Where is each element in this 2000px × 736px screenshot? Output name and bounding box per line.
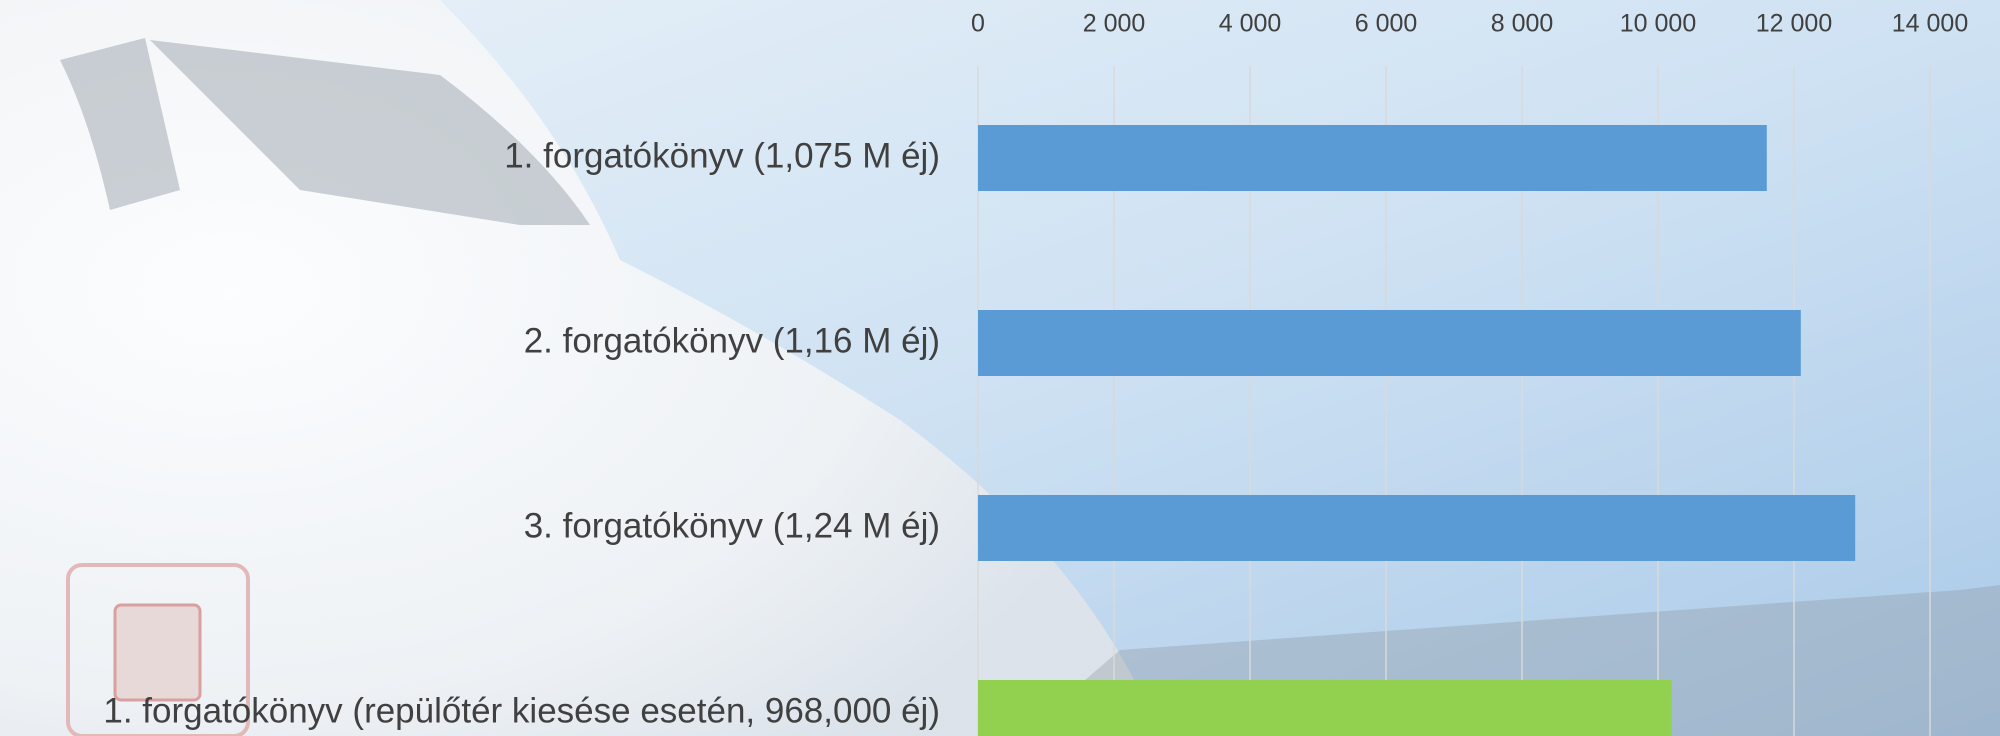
- x-tick-label: 0: [971, 10, 985, 38]
- x-tick-label: 6 000: [1355, 10, 1418, 38]
- door-panel: [113, 603, 202, 702]
- bar: [978, 125, 1767, 191]
- x-tick-label: 14 000: [1892, 10, 1968, 38]
- door: [66, 563, 250, 736]
- x-tick-label: 2 000: [1083, 10, 1146, 38]
- plane-body: [0, 0, 1160, 736]
- x-tick-label: 4 000: [1219, 10, 1282, 38]
- x-tick-label: 8 000: [1491, 10, 1554, 38]
- cockpit-window: [60, 38, 180, 210]
- bar: [978, 680, 1672, 736]
- bar: [978, 310, 1801, 376]
- x-tick-label: 10 000: [1620, 10, 1696, 38]
- category-label: 3. forgatókönyv (1,24 M éj): [524, 506, 940, 545]
- x-tick-label: 12 000: [1756, 10, 1832, 38]
- category-label: 1. forgatókönyv (1,075 M éj): [504, 136, 940, 175]
- category-label: 2. forgatókönyv (1,16 M éj): [524, 321, 940, 360]
- bar: [978, 495, 1856, 561]
- category-label: 1. forgatókönyv (repülőtér kiesése eseté…: [103, 691, 940, 730]
- cockpit-window: [150, 40, 590, 225]
